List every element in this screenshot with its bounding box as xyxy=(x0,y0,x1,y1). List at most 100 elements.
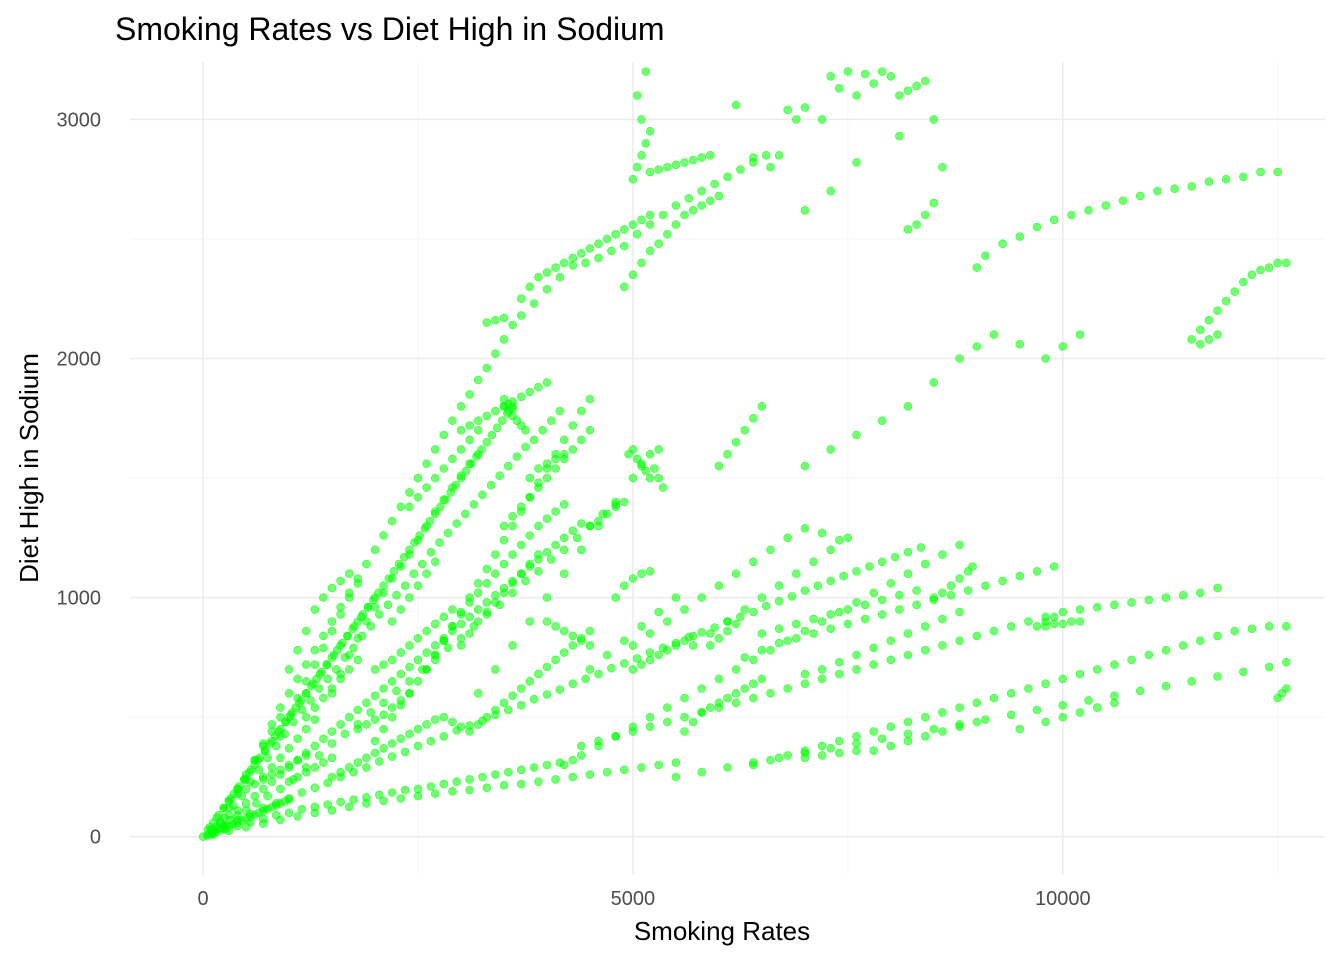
data-point xyxy=(314,684,324,693)
data-point xyxy=(508,521,517,531)
data-point xyxy=(1067,210,1076,220)
data-point xyxy=(516,502,526,512)
data-point xyxy=(662,162,672,172)
data-point xyxy=(349,795,358,805)
data-point xyxy=(323,674,333,684)
data-point xyxy=(963,586,973,595)
data-point xyxy=(697,186,707,196)
data-point xyxy=(310,660,320,669)
data-point xyxy=(787,592,797,601)
data-point xyxy=(546,416,556,426)
data-point xyxy=(1101,201,1111,210)
data-point xyxy=(508,641,517,650)
data-point xyxy=(1256,265,1265,275)
data-point xyxy=(748,153,758,162)
data-point xyxy=(343,631,352,641)
data-point xyxy=(405,729,414,739)
data-point xyxy=(525,559,535,569)
data-point xyxy=(448,416,457,426)
data-point xyxy=(486,480,496,490)
data-point xyxy=(774,596,784,606)
data-point xyxy=(662,229,672,239)
data-point xyxy=(607,663,616,673)
data-point xyxy=(886,722,896,732)
data-point xyxy=(774,624,784,634)
data-point xyxy=(680,693,689,703)
data-point xyxy=(387,752,397,761)
data-point xyxy=(723,693,732,703)
data-point xyxy=(895,131,904,141)
data-point xyxy=(1075,708,1085,717)
data-point xyxy=(499,698,509,708)
data-point xyxy=(929,198,939,208)
data-point xyxy=(568,772,578,782)
data-point xyxy=(306,696,315,705)
data-point xyxy=(1247,624,1257,634)
data-point xyxy=(791,619,801,629)
data-point xyxy=(989,693,999,703)
data-point xyxy=(671,160,681,170)
data-point xyxy=(276,765,285,775)
data-point xyxy=(521,442,530,452)
data-point xyxy=(839,571,848,581)
data-point xyxy=(972,631,982,641)
data-point xyxy=(327,684,337,693)
data-point xyxy=(348,624,358,634)
data-point xyxy=(534,272,543,282)
data-point xyxy=(516,392,526,402)
data-point xyxy=(1032,222,1042,232)
data-point xyxy=(1092,665,1102,674)
data-point xyxy=(955,636,964,646)
data-point xyxy=(1178,590,1188,600)
data-point xyxy=(344,665,354,674)
data-point xyxy=(430,650,440,660)
data-point xyxy=(389,566,399,576)
data-point xyxy=(662,717,672,727)
data-point xyxy=(482,437,492,447)
data-point xyxy=(542,514,552,524)
data-point xyxy=(895,91,904,100)
data-point xyxy=(405,502,414,512)
data-point xyxy=(714,674,724,684)
data-point xyxy=(276,753,285,763)
data-point xyxy=(542,378,552,387)
data-point xyxy=(1213,631,1222,641)
data-point xyxy=(422,459,431,469)
data-point xyxy=(576,545,586,555)
data-point xyxy=(542,760,552,770)
data-point xyxy=(637,151,646,160)
data-point xyxy=(224,810,234,820)
data-point xyxy=(852,746,861,756)
data-point xyxy=(611,502,621,512)
data-point xyxy=(250,755,259,765)
data-point xyxy=(508,578,517,588)
data-point xyxy=(748,413,758,423)
data-point xyxy=(705,151,715,160)
data-point xyxy=(1187,676,1196,686)
data-point xyxy=(869,727,879,736)
data-point xyxy=(637,215,646,225)
data-point xyxy=(1264,621,1274,631)
data-point xyxy=(800,206,810,215)
data-point xyxy=(353,617,363,626)
data-point xyxy=(400,747,410,757)
data-point xyxy=(714,633,724,643)
data-point xyxy=(499,335,509,344)
data-point xyxy=(362,753,371,763)
data-point xyxy=(568,526,578,536)
data-point xyxy=(920,731,930,741)
data-point xyxy=(1204,315,1214,325)
data-point xyxy=(319,734,328,744)
data-point xyxy=(877,416,887,426)
data-point xyxy=(344,712,354,722)
data-point xyxy=(336,602,345,612)
data-point xyxy=(473,605,483,614)
data-point xyxy=(542,547,552,557)
data-point xyxy=(405,688,414,698)
data-point xyxy=(374,790,384,800)
data-point xyxy=(293,755,302,765)
data-point xyxy=(641,67,651,76)
data-point xyxy=(1161,681,1171,691)
data-point xyxy=(886,636,896,646)
data-point xyxy=(645,648,655,657)
